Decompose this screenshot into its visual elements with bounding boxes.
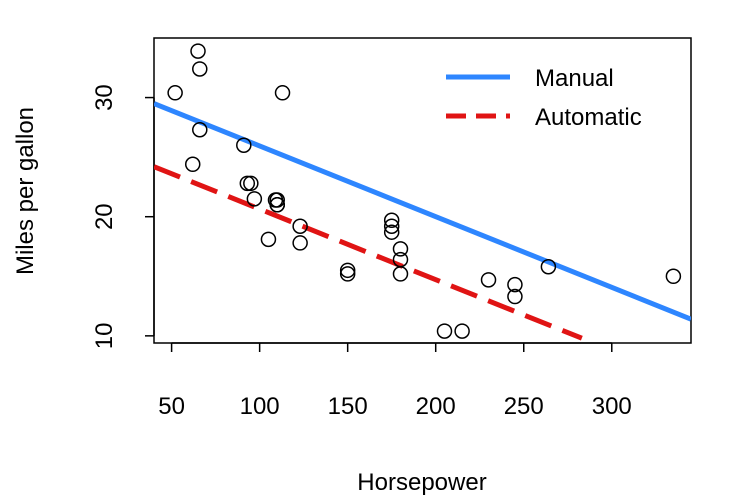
- x-axis: 50 100 150 200 250 300: [158, 342, 632, 420]
- data-point: [392, 241, 409, 257]
- data-point: [665, 268, 682, 285]
- data-point: [260, 231, 277, 248]
- data-point: [190, 43, 206, 59]
- data-point: [540, 259, 557, 275]
- data-point: [274, 85, 291, 101]
- data-point: [167, 85, 183, 101]
- x-tick-label: 200: [416, 393, 456, 420]
- y-tick-label: 10: [91, 323, 118, 350]
- data-point: [383, 212, 400, 229]
- legend-label-manual: Manual: [535, 65, 614, 92]
- x-tick-label: 150: [328, 393, 368, 420]
- x-tick-label: 50: [158, 393, 185, 420]
- data-point: [269, 192, 285, 208]
- data-point: [236, 137, 252, 153]
- x-tick-label: 100: [240, 393, 280, 420]
- regression-lines: [154, 101, 691, 341]
- data-point: [184, 156, 201, 173]
- data-points: [167, 43, 682, 339]
- series-line-manual: [154, 101, 691, 322]
- data-point: [246, 191, 263, 207]
- data-point: [454, 323, 470, 339]
- x-axis-label: Horsepower: [357, 469, 486, 496]
- data-point: [383, 224, 400, 240]
- data-point: [192, 61, 208, 77]
- data-point: [192, 121, 208, 138]
- data-point: [383, 218, 400, 234]
- data-point: [480, 272, 497, 288]
- data-point: [269, 197, 285, 213]
- data-point: [339, 262, 356, 279]
- data-point: [292, 235, 308, 251]
- y-axis: 10 20 30: [91, 84, 155, 350]
- legend-label-automatic: Automatic: [535, 104, 642, 131]
- data-point: [243, 175, 259, 192]
- x-tick-label: 250: [504, 393, 544, 420]
- data-point: [436, 323, 453, 339]
- data-point: [292, 218, 308, 234]
- y-tick-label: 30: [91, 84, 118, 111]
- data-point: [392, 266, 409, 282]
- series-line-automatic: [154, 164, 583, 341]
- y-tick-label: 20: [91, 203, 118, 230]
- data-point: [507, 276, 523, 293]
- x-tick-label: 300: [592, 393, 632, 420]
- legend: Manual Automatic: [446, 65, 642, 131]
- data-point: [239, 175, 256, 192]
- data-point: [339, 266, 356, 282]
- data-point: [507, 288, 523, 305]
- y-axis-label: Miles per gallon: [12, 107, 39, 275]
